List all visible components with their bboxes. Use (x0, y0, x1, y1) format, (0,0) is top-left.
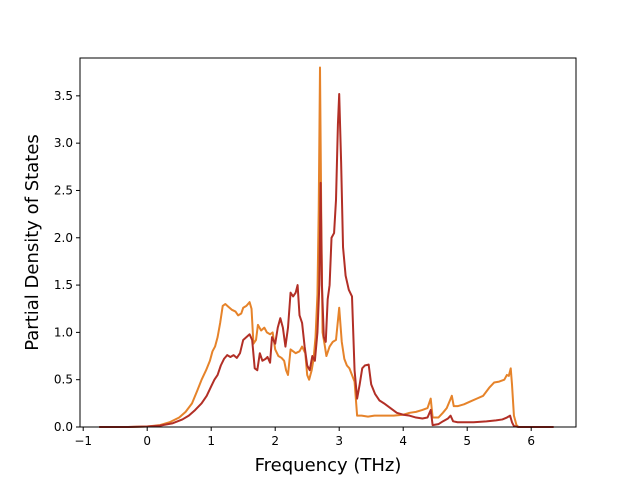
y-tick-label: 2.0 (54, 231, 73, 245)
y-tick-label: 2.5 (54, 183, 73, 197)
x-tick-label: 3 (335, 434, 343, 448)
series-line-1 (99, 66, 554, 428)
x-tick-label: −1 (74, 434, 92, 448)
y-tick-label: 1.5 (54, 278, 73, 292)
x-axis-ticks: −1 0 1 2 3 4 5 6 (74, 427, 535, 448)
x-tick-label: 5 (463, 434, 471, 448)
y-tick-label: 3.5 (54, 89, 73, 103)
series-line-2 (99, 92, 554, 428)
x-tick-label: 1 (207, 434, 215, 448)
y-axis-label: Partial Density of States (22, 134, 43, 351)
x-axis-label: Frequency (THz) (255, 455, 402, 476)
x-tick-label: 2 (271, 434, 279, 448)
series-layer (99, 66, 554, 428)
y-tick-label: 0.5 (54, 373, 73, 387)
y-tick-label: 1.0 (54, 325, 73, 339)
x-tick-label: 6 (527, 434, 535, 448)
x-tick-label: 4 (399, 434, 407, 448)
plot-frame (79, 57, 577, 428)
y-tick-label: 3.0 (54, 136, 73, 150)
y-axis-ticks: 0.0 0.5 1.0 1.5 2.0 2.5 3.0 3.5 (54, 89, 80, 434)
y-tick-label: 0.0 (54, 420, 73, 434)
x-tick-label: 0 (143, 434, 151, 448)
